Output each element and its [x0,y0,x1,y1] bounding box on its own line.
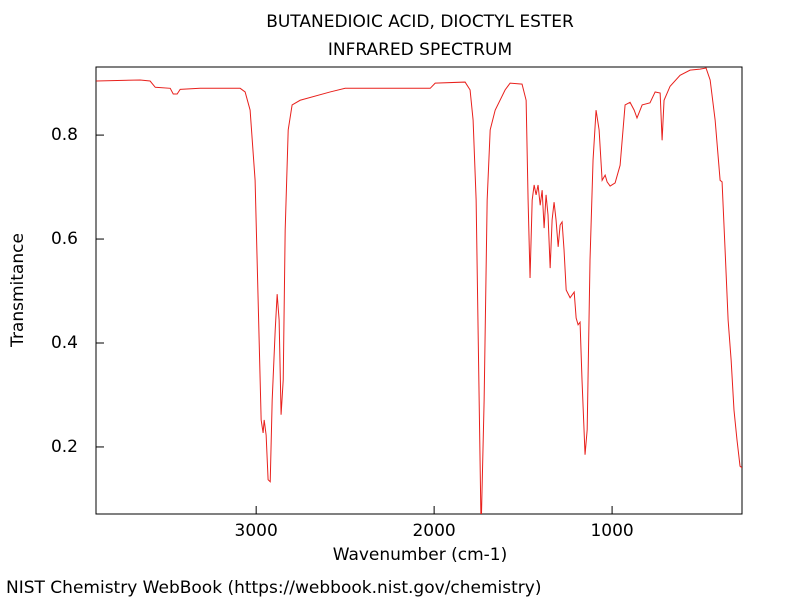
spectrum-line [96,67,742,514]
x-tick-label: 1000 [590,521,633,541]
x-tick-label: 2000 [412,521,455,541]
chart-subtitle: INFRARED SPECTRUM [328,40,512,60]
y-tick-label: 0.2 [51,437,78,457]
x-axis-label: Wavenumber (cm-1) [333,545,508,565]
y-tick-label: 0.6 [51,229,78,249]
plot-frame [95,66,743,515]
y-tick-label: 0.4 [51,333,78,353]
chart-title: BUTANEDIOIC ACID, DIOCTYL ESTER [266,12,574,32]
y-tick-label: 0.8 [51,125,78,145]
footer: NIST Chemistry WebBook (https://webbook.… [6,578,541,598]
x-tick-label: 3000 [235,521,278,541]
y-axis-label: Transmitance [8,233,28,348]
